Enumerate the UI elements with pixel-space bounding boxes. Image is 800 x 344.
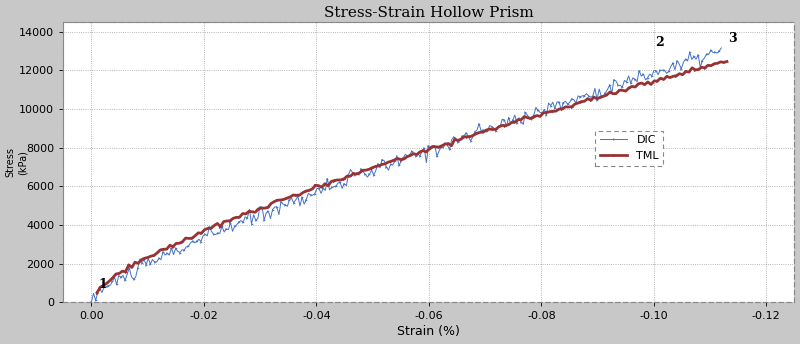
DIC: [459, 133, 469, 137]
Text: 2: 2: [655, 36, 664, 49]
TML: [722, 60, 732, 64]
Line: DIC: DIC: [90, 47, 722, 303]
DIC: [717, 46, 726, 50]
Title: Stress-Strain Hollow Prism: Stress-Strain Hollow Prism: [324, 6, 534, 20]
TML: [210, 224, 219, 228]
Text: 3: 3: [728, 32, 737, 45]
DIC: [462, 131, 471, 135]
TML: [690, 68, 700, 72]
TML: [92, 291, 102, 295]
TML: [130, 260, 140, 264]
DIC: [86, 300, 96, 304]
X-axis label: Strain (%): Strain (%): [398, 325, 460, 338]
Bar: [63, 22, 794, 302]
TML: [118, 269, 127, 273]
TML: [668, 74, 678, 78]
DIC: [89, 291, 98, 295]
Legend: DIC, TML: DIC, TML: [595, 131, 663, 165]
Y-axis label: Stress
(kPa): Stress (kPa): [6, 147, 27, 177]
DIC: [618, 85, 627, 89]
TML: [260, 206, 270, 210]
Line: TML: TML: [95, 60, 729, 294]
Text: 1: 1: [98, 278, 107, 291]
DIC: [472, 128, 482, 132]
DIC: [658, 68, 667, 72]
